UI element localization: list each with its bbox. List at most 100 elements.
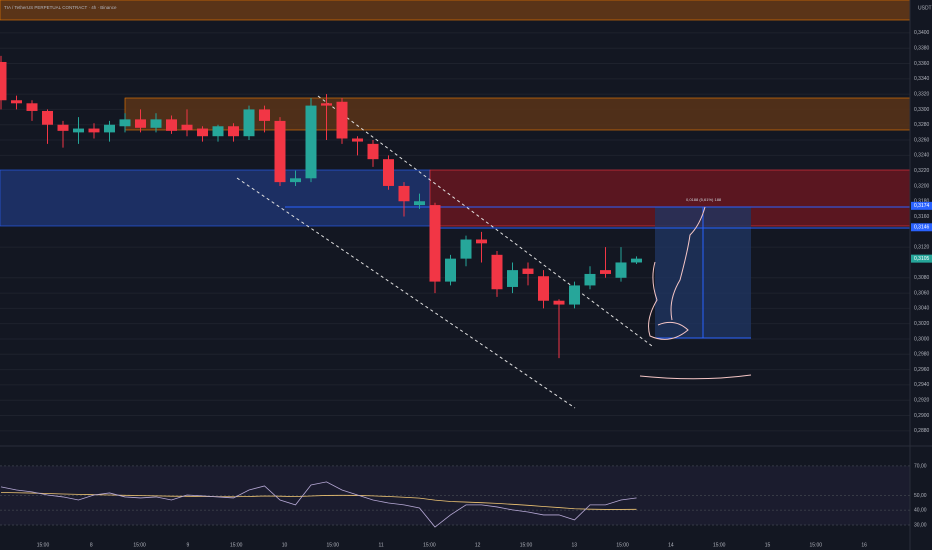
- candle-body: [429, 205, 441, 282]
- candle-body: [212, 126, 224, 137]
- candle-body: [445, 258, 456, 282]
- position-label: 0,0188 (5,61%) 188: [686, 197, 722, 202]
- price-tag: [911, 254, 932, 263]
- x-tick-label: 15:00: [230, 542, 243, 548]
- y-tick-label: 0,3080: [914, 275, 930, 281]
- candle-body: [398, 185, 410, 202]
- candle-body: [259, 109, 270, 121]
- candle-body: [88, 128, 100, 133]
- y-tick-label: 0,3260: [914, 137, 930, 143]
- candle-body: [11, 100, 22, 104]
- x-tick-label: 15:00: [37, 542, 50, 548]
- currency: USDT: [918, 5, 932, 11]
- demand-zone: [0, 169, 431, 227]
- x-tick-label: 15:00: [327, 542, 340, 548]
- candle-body: [274, 120, 286, 183]
- candle-body: [383, 159, 394, 186]
- x-tick-label: 15:00: [520, 542, 533, 548]
- rsi-panel: [0, 450, 910, 540]
- x-tick-label: 15:00: [713, 542, 726, 548]
- y-tick-label: 0,3340: [914, 76, 930, 82]
- rsi-line: [0, 481, 637, 528]
- rsi-tick-label: 30,00: [914, 522, 927, 528]
- x-tick-label: 9: [187, 542, 190, 548]
- y-tick-label: 0,3240: [914, 153, 930, 159]
- price-tag: [911, 201, 932, 210]
- rsi-tick-label: 50,00: [914, 493, 927, 499]
- y-tick-label: 0,2900: [914, 413, 930, 419]
- y-tick-label: 0,3200: [914, 183, 930, 189]
- candle-body: [352, 138, 363, 142]
- candle-body: [336, 101, 348, 139]
- y-tick-label: 0,3000: [914, 336, 930, 342]
- y-tick-label: 0,3180: [914, 199, 930, 205]
- candle-body: [42, 110, 53, 125]
- y-tick-label: 0,3300: [914, 107, 930, 113]
- x-tick-label: 10: [282, 542, 288, 548]
- x-tick-label: 8: [90, 542, 93, 548]
- y-tick-label: 0,3160: [914, 214, 930, 220]
- candle-body: [553, 300, 565, 305]
- y-tick-label: 0,3360: [914, 61, 930, 67]
- candle-body: [476, 239, 487, 244]
- price-tag-label: 0,3146: [914, 225, 930, 231]
- x-tick-label: 11: [378, 542, 383, 548]
- y-tick-label: 0,3320: [914, 91, 930, 97]
- candle-body: [460, 239, 472, 259]
- price-tag-label: 0,3174: [914, 203, 930, 209]
- price-tag-label: 0,3105: [914, 256, 930, 262]
- price-tag: [911, 223, 932, 232]
- y-tick-label: 0,2980: [914, 352, 930, 358]
- drawing: [648, 206, 706, 340]
- x-tick-label: 15:00: [810, 542, 823, 548]
- candle-body: [135, 119, 146, 128]
- x-tick-label: 14: [668, 542, 674, 548]
- y-tick-label: 0,3380: [914, 46, 930, 52]
- rsi-tick-label: 70,00: [914, 463, 927, 469]
- candle-body: [181, 124, 193, 131]
- x-tick-label: 15:00: [423, 542, 436, 548]
- x-tick-label: 16: [861, 542, 867, 548]
- candle-body: [600, 270, 611, 274]
- candles: [0, 55, 642, 359]
- candle-body: [367, 143, 379, 160]
- candle-body: [57, 124, 69, 131]
- y-tick-label: 0,2920: [914, 398, 930, 404]
- drawing: [639, 374, 752, 380]
- y-tick-label: 0,3280: [914, 122, 930, 128]
- candle-body: [507, 270, 518, 287]
- candle-body: [26, 103, 38, 111]
- candle-body: [584, 273, 596, 286]
- y-tick-label: 0,3020: [914, 321, 930, 327]
- x-tick-label: 15: [765, 542, 771, 548]
- y-tick-label: 0,3400: [914, 30, 930, 36]
- y-tick-label: 0,2940: [914, 382, 930, 388]
- y-tick-label: 0,2960: [914, 367, 930, 373]
- y-tick-label: 0,3040: [914, 306, 930, 312]
- candle-body: [615, 262, 627, 278]
- candle-body: [522, 268, 534, 274]
- candle-body: [321, 103, 332, 106]
- candle-body: [0, 61, 7, 101]
- candle-body: [290, 178, 301, 183]
- candle-body: [104, 124, 115, 133]
- x-tick-label: 12: [475, 542, 481, 548]
- candle-body: [197, 128, 208, 137]
- zone-top: [0, 0, 911, 21]
- trendline: [236, 177, 576, 409]
- y-tick-label: 0,2880: [914, 428, 930, 434]
- y-tick-label: 0,3220: [914, 168, 930, 174]
- candle-body: [631, 258, 642, 263]
- candle-body: [305, 105, 317, 179]
- x-tick-label: 15:00: [133, 542, 146, 548]
- candle-body: [150, 119, 162, 128]
- y-tick-label: 0,3120: [914, 244, 930, 250]
- x-tick-label: 13: [572, 542, 578, 548]
- title: TIA / TetherUS PERPETUAL CONTRACT · 4h ·…: [4, 5, 117, 10]
- supply-zone: [124, 97, 911, 131]
- x-tick-label: 15:00: [616, 542, 629, 548]
- candle-body: [491, 254, 503, 290]
- candle-body: [243, 109, 255, 137]
- candle-body: [119, 119, 131, 127]
